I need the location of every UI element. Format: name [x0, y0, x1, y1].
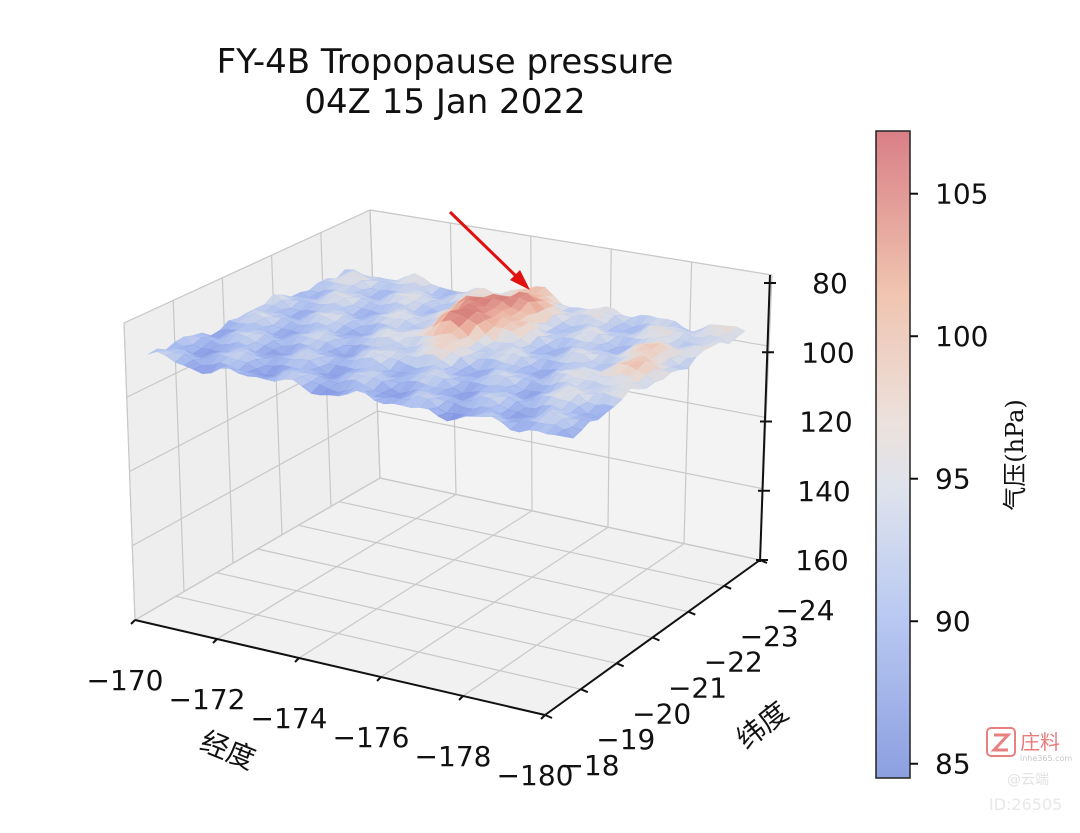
x-tick-label: −176	[333, 721, 410, 754]
z-tick-label: 120	[799, 406, 852, 439]
grid-line	[216, 572, 617, 664]
y-tick-mark	[580, 688, 589, 694]
watermark-credit: @云端	[1007, 772, 1049, 788]
colorbar-tick-label: 100	[935, 320, 988, 353]
chart-title: FY-4B Tropopause pressure	[217, 42, 674, 82]
brand-logo-icon	[986, 727, 1016, 757]
y-axis-line	[544, 559, 761, 716]
y-tick-mark	[652, 636, 660, 642]
grid-line	[123, 209, 371, 324]
x-tick-label: −174	[251, 702, 328, 735]
x-tick-label: −170	[87, 664, 164, 697]
grid-line	[131, 410, 378, 547]
y-axis-label: 纬度	[730, 695, 794, 755]
y-tick-label: −23	[740, 620, 799, 653]
z-tick-label: 140	[797, 475, 850, 508]
colorbar-tick-label: 95	[935, 463, 971, 496]
watermark-brand: 庄料	[1020, 730, 1060, 754]
y-tick-mark	[687, 610, 696, 616]
colorbar	[875, 130, 911, 779]
z-tick-label: 160	[795, 544, 848, 577]
y-tick-label: −20	[632, 697, 691, 730]
watermark-id: ID:26505	[989, 795, 1062, 814]
grid-line	[379, 477, 761, 561]
z-axis-line	[759, 274, 771, 563]
x-axis-line	[134, 619, 546, 716]
grid-line	[377, 410, 764, 490]
colorbar-tick-label: 90	[935, 605, 971, 638]
axes: −170−172−174−176−178−180−18−19−20−21−22−…	[87, 267, 855, 792]
colorbar-label: 气压(hPa)	[1001, 399, 1029, 511]
y-tick-label: −18	[560, 749, 619, 782]
watermark-site: inhe365.com	[1020, 754, 1072, 763]
colorbar-ticks: 105 100 95 90 85	[910, 178, 988, 781]
grid-line	[369, 209, 773, 276]
z-tick-label: 100	[801, 336, 854, 369]
y-tick-label: −24	[775, 594, 834, 627]
x-tick-label: −172	[169, 683, 246, 716]
y-tick-label: −19	[596, 723, 655, 756]
y-tick-mark	[723, 584, 732, 590]
grid-line	[257, 548, 653, 639]
watermark: 庄料 inhe365.com @云端 ID:26505	[985, 722, 1075, 822]
x-tick-label: −180	[497, 759, 574, 792]
grid-line	[339, 501, 725, 587]
x-tick-label: −178	[415, 740, 492, 773]
z-tick-label: 80	[812, 267, 848, 300]
grid-line	[175, 595, 581, 690]
chart-subtitle: 04Z 15 Jan 2022	[304, 82, 585, 122]
y-tick-mark	[544, 714, 553, 719]
y-tick-label: −22	[704, 646, 763, 679]
y-tick-label: −21	[668, 672, 727, 705]
colorbar-tick-label: 85	[935, 748, 971, 781]
pressure-surface	[147, 269, 746, 439]
x-tick-mark	[130, 619, 136, 625]
colorbar-tick-label: 105	[935, 178, 988, 211]
annotation-arrow	[448, 210, 530, 290]
surface-patch	[555, 429, 575, 439]
y-tick-mark	[616, 662, 625, 668]
grid-line	[298, 524, 689, 613]
